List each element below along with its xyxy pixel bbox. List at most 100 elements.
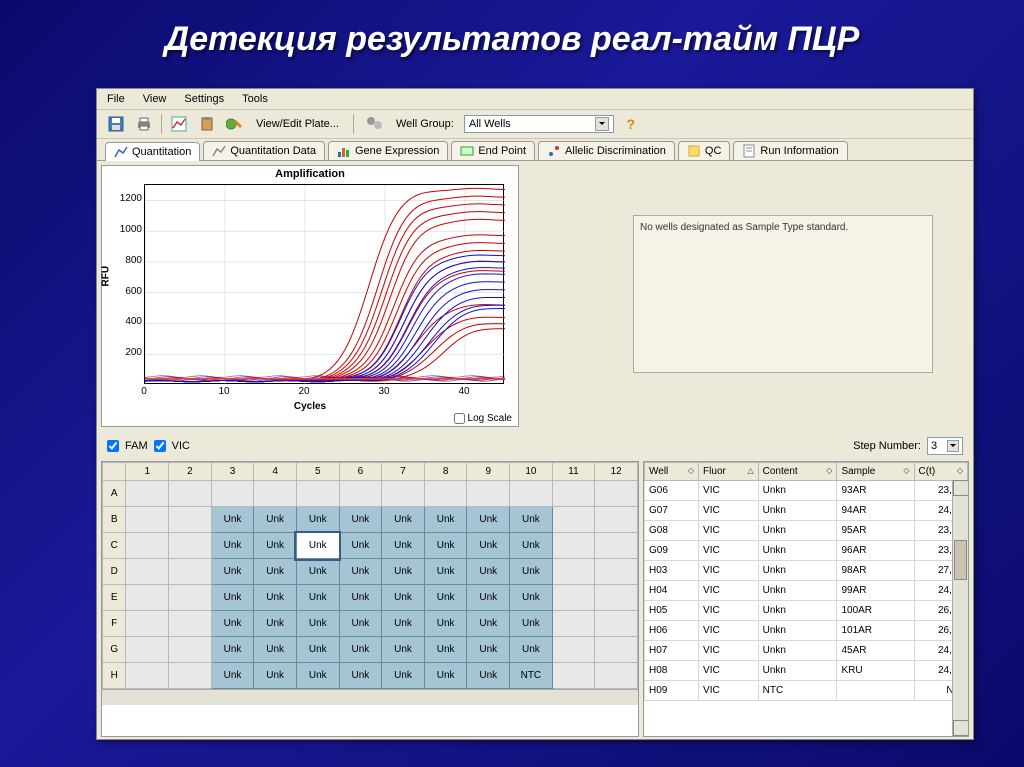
plate-row-header[interactable]: C — [103, 533, 126, 559]
plate-well-empty[interactable] — [339, 481, 382, 507]
menu-settings[interactable]: Settings — [184, 93, 224, 105]
plate-well[interactable]: Unk — [382, 663, 425, 689]
plate-well[interactable]: Unk — [254, 611, 297, 637]
plate-well-empty[interactable] — [552, 559, 595, 585]
plate-well-empty[interactable] — [595, 559, 638, 585]
clipboard-icon[interactable] — [196, 113, 218, 135]
plate-well-empty[interactable] — [467, 481, 510, 507]
plate-well[interactable]: Unk — [510, 611, 553, 637]
plate-well[interactable]: Unk — [254, 559, 297, 585]
plate-well[interactable]: Unk — [211, 507, 254, 533]
help-icon[interactable]: ? — [620, 113, 642, 135]
plate-row-header[interactable]: B — [103, 507, 126, 533]
table-row[interactable]: G09VICUnkn96AR23,81 — [645, 541, 968, 561]
plate-col-header[interactable]: 11 — [552, 463, 595, 481]
plate-well[interactable]: Unk — [254, 663, 297, 689]
plate-well-empty[interactable] — [552, 507, 595, 533]
plot-area[interactable] — [144, 184, 504, 384]
plate-well-empty[interactable] — [126, 481, 169, 507]
col-cq[interactable]: C(t)◇ — [914, 463, 968, 481]
plate-well-empty[interactable] — [169, 585, 212, 611]
plate-well-empty[interactable] — [169, 507, 212, 533]
table-row[interactable]: G06VICUnkn93AR23,45 — [645, 481, 968, 501]
tab-qc[interactable]: QC — [678, 141, 731, 160]
plate-well-empty[interactable] — [169, 559, 212, 585]
plate-col-header[interactable]: 5 — [296, 463, 339, 481]
plate-well[interactable]: Unk — [510, 507, 553, 533]
plate-well-empty[interactable] — [126, 663, 169, 689]
plate-well[interactable]: Unk — [211, 637, 254, 663]
tab-run-info[interactable]: Run Information — [733, 141, 847, 160]
plate-well-empty[interactable] — [595, 663, 638, 689]
table-row[interactable]: H04VICUnkn99AR24,75 — [645, 581, 968, 601]
plate-well[interactable]: Unk — [211, 663, 254, 689]
plate-well-empty[interactable] — [595, 533, 638, 559]
plate-well[interactable]: Unk — [211, 533, 254, 559]
plate-well-empty[interactable] — [595, 637, 638, 663]
plate-well-empty[interactable] — [382, 481, 425, 507]
plate-well[interactable]: Unk — [254, 533, 297, 559]
plate-well-empty[interactable] — [169, 637, 212, 663]
plate-well[interactable]: Unk — [339, 611, 382, 637]
tab-gene-expression[interactable]: Gene Expression — [328, 141, 448, 160]
plate-well-empty[interactable] — [169, 611, 212, 637]
plate-well[interactable]: Unk — [510, 559, 553, 585]
plate-well[interactable]: Unk — [424, 637, 467, 663]
plate-well-empty[interactable] — [595, 507, 638, 533]
tab-allelic[interactable]: Allelic Discrimination — [538, 141, 675, 160]
plate-well-empty[interactable] — [552, 585, 595, 611]
plate-row-header[interactable]: H — [103, 663, 126, 689]
table-row[interactable]: H05VICUnkn100AR26,36 — [645, 601, 968, 621]
col-content[interactable]: Content◇ — [758, 463, 837, 481]
vic-checkbox[interactable] — [154, 440, 166, 452]
plate-edit-icon[interactable] — [224, 113, 246, 135]
plate-well[interactable]: Unk — [296, 611, 339, 637]
plate-well[interactable]: Unk — [339, 533, 382, 559]
plate-well-empty[interactable] — [169, 533, 212, 559]
table-row[interactable]: H09VICNTCN/A — [645, 681, 968, 701]
plate-well[interactable]: Unk — [424, 507, 467, 533]
plate-well[interactable]: Unk — [339, 663, 382, 689]
step-number-combo[interactable]: 3 — [927, 437, 963, 455]
plate-well[interactable]: Unk — [211, 611, 254, 637]
plate-well[interactable]: Unk — [296, 637, 339, 663]
scroll-thumb[interactable] — [954, 540, 967, 580]
plate-well[interactable]: Unk — [467, 507, 510, 533]
print-icon[interactable] — [133, 113, 155, 135]
plate-well[interactable]: Unk — [296, 559, 339, 585]
plate-well[interactable]: Unk — [339, 559, 382, 585]
plate-well[interactable]: Unk — [339, 637, 382, 663]
results-table[interactable]: Well◇ Fluor△ Content◇ Sample◇ C(t)◇ G06V… — [644, 462, 968, 701]
scroll-up-icon[interactable] — [953, 480, 969, 496]
plate-well[interactable]: Unk — [382, 507, 425, 533]
plate-well-empty[interactable] — [211, 481, 254, 507]
log-scale-input[interactable] — [454, 413, 465, 424]
plate-well-empty[interactable] — [552, 533, 595, 559]
scroll-down-icon[interactable] — [953, 720, 969, 736]
plate-well[interactable]: Unk — [296, 507, 339, 533]
menu-view[interactable]: View — [143, 93, 167, 105]
table-row[interactable]: H07VICUnkn45AR24,92 — [645, 641, 968, 661]
tab-end-point[interactable]: End Point — [451, 141, 535, 160]
col-sample[interactable]: Sample◇ — [837, 463, 914, 481]
plate-well[interactable]: Unk — [467, 585, 510, 611]
plate-well[interactable]: Unk — [254, 637, 297, 663]
horizontal-scrollbar[interactable] — [102, 689, 638, 705]
chevron-down-icon[interactable] — [595, 117, 609, 131]
chart-icon[interactable] — [168, 113, 190, 135]
plate-well-empty[interactable] — [510, 481, 553, 507]
menu-file[interactable]: File — [107, 93, 125, 105]
plate-panel[interactable]: 123456789101112ABUnkUnkUnkUnkUnkUnkUnkUn… — [101, 461, 639, 737]
plate-well-empty[interactable] — [126, 559, 169, 585]
plate-well[interactable]: Unk — [510, 585, 553, 611]
plate-row-header[interactable]: A — [103, 481, 126, 507]
plate-well[interactable]: Unk — [510, 637, 553, 663]
tab-quantitation-data[interactable]: Quantitation Data — [203, 141, 325, 160]
plate-well[interactable]: Unk — [339, 507, 382, 533]
plate-col-header[interactable]: 8 — [424, 463, 467, 481]
plate-well[interactable]: Unk — [424, 611, 467, 637]
well-group-combo[interactable]: All Wells — [464, 115, 614, 133]
save-icon[interactable] — [105, 113, 127, 135]
plate-well-empty[interactable] — [552, 481, 595, 507]
table-row[interactable]: H03VICUnkn98AR27,09 — [645, 561, 968, 581]
